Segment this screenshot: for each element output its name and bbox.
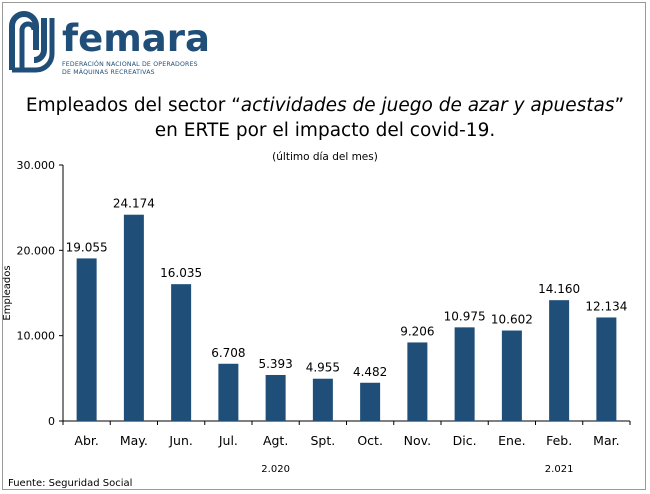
bar-5 xyxy=(265,374,286,421)
title-part2: ” en ERTE por el impacto del covid-19. xyxy=(154,95,625,141)
y-tick-label: 20.000 xyxy=(17,244,56,257)
data-label-4: 6.708 xyxy=(211,346,245,360)
bar-11 xyxy=(549,300,570,421)
chart-title: Empleados del sector “actividades de jue… xyxy=(20,93,630,143)
bar-6 xyxy=(312,378,333,421)
data-label-5: 5.393 xyxy=(258,357,292,371)
x-tick-label-2: May. xyxy=(120,433,148,448)
bar-1 xyxy=(76,258,97,421)
bar-12 xyxy=(596,317,617,421)
y-tick-label: 10.000 xyxy=(17,330,56,343)
x-tick-label-3: Jun. xyxy=(168,433,193,448)
year-group-label-1: 2.020 xyxy=(261,464,290,475)
x-tick-label-12: Mar. xyxy=(593,433,619,448)
logo-wordmark: femara xyxy=(62,17,210,60)
year-group-label-2: 2.021 xyxy=(545,464,574,475)
data-label-3: 16.035 xyxy=(160,266,202,280)
bar-9 xyxy=(454,327,475,421)
y-tick-label: 30.000 xyxy=(17,159,56,172)
chart-subtitle: (último día del mes) xyxy=(272,151,378,163)
chart-frame xyxy=(2,2,646,490)
bar-2 xyxy=(123,214,144,421)
x-tick-label-7: Oct. xyxy=(357,433,383,448)
data-label-12: 12.134 xyxy=(585,299,627,313)
bar-3 xyxy=(171,284,192,421)
data-label-6: 4.955 xyxy=(306,361,340,375)
bar-8 xyxy=(407,342,428,421)
y-tick-label: 0 xyxy=(48,415,55,428)
title-part1: Empleados del sector “ xyxy=(25,95,241,116)
x-tick-label-11: Feb. xyxy=(546,433,572,448)
y-axis-label: Empleados xyxy=(2,265,13,320)
femara-logo-icon xyxy=(9,11,55,73)
logo-subtitle-line2: DE MÁQUINAS RECREATIVAS xyxy=(62,69,155,76)
data-label-11: 14.160 xyxy=(538,282,580,296)
data-label-9: 10.975 xyxy=(444,309,486,323)
data-label-7: 4.482 xyxy=(353,365,387,379)
x-tick-label-9: Dic. xyxy=(453,433,477,448)
data-label-2: 24.174 xyxy=(113,197,155,211)
x-tick-label-5: Agt. xyxy=(263,433,288,448)
x-tick-label-10: Ene. xyxy=(498,433,525,448)
x-tick-label-6: Spt. xyxy=(311,433,336,448)
logo-subtitle-line1: FEDERACIÓN NACIONAL DE OPERADORES xyxy=(62,61,198,68)
title-italic: actividades de juego de azar y apuestas xyxy=(240,95,615,116)
data-label-10: 10.602 xyxy=(491,313,533,327)
x-tick-label-8: Nov. xyxy=(404,433,431,448)
femara-logo: femara FEDERACIÓN NACIONAL DE OPERADORES… xyxy=(6,10,226,76)
x-tick-label-1: Abr. xyxy=(74,433,98,448)
bar-10 xyxy=(501,330,522,421)
source-note: Fuente: Seguridad Social xyxy=(8,478,133,489)
x-tick-label-4: Jul. xyxy=(218,433,238,448)
bar-7 xyxy=(360,382,381,421)
data-label-1: 19.055 xyxy=(66,240,108,254)
data-label-8: 9.206 xyxy=(400,324,434,338)
bar-4 xyxy=(218,363,239,421)
